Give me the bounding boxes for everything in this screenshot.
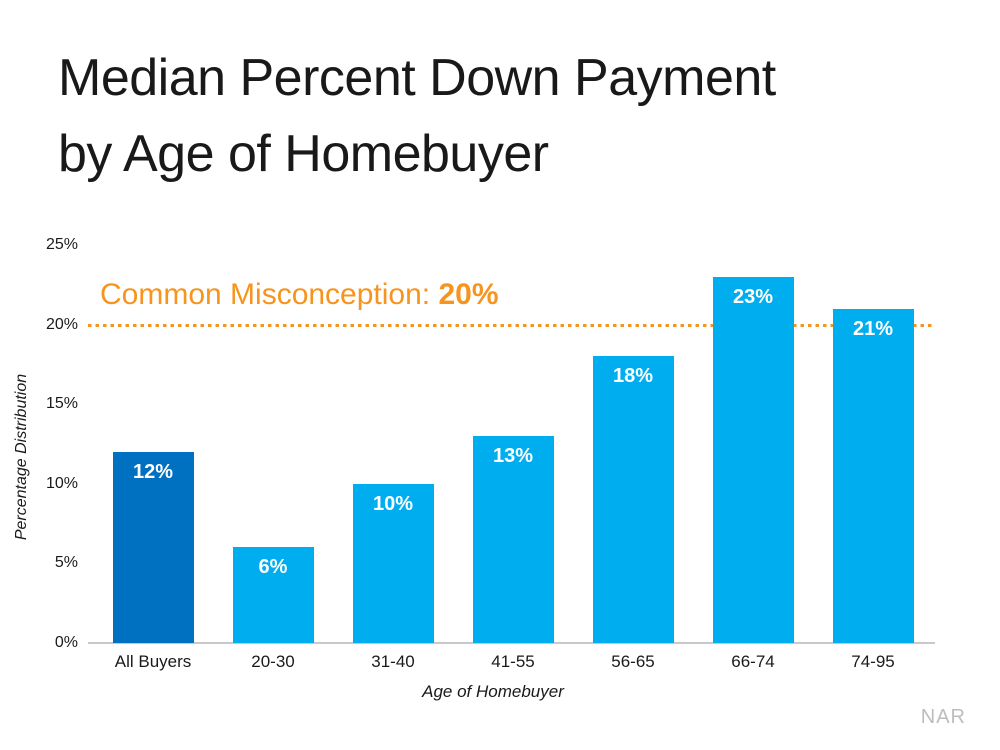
- bar-value-label: 6%: [258, 556, 288, 579]
- x-tick-label: 66-74: [731, 652, 775, 671]
- y-tick-label: 25%: [45, 236, 78, 253]
- page-title-line-1: Median Percent Down Payment: [58, 49, 776, 107]
- x-tick-label: All Buyers: [114, 652, 192, 671]
- x-tick-label: 56-65: [611, 652, 655, 671]
- bar-31-40: 10%: [352, 483, 434, 643]
- bar-value-label: 23%: [732, 285, 774, 308]
- bar-74-95: 21%: [832, 308, 914, 643]
- bar-value-label: 12%: [132, 460, 174, 483]
- y-tick-label: 15%: [45, 395, 78, 413]
- annotation-value: 20%: [438, 278, 499, 311]
- reference-line-annotation: Common Misconception: 20%: [100, 278, 499, 312]
- bar-41-55: 13%: [472, 436, 554, 643]
- bar-value-label: 10%: [372, 492, 414, 515]
- bar-20-30: 6%: [232, 547, 314, 643]
- x-axis-line: [88, 642, 935, 644]
- bar-value-label: 21%: [852, 317, 894, 340]
- annotation-prefix: Common Misconception:: [100, 278, 439, 311]
- y-tick-label: 10%: [45, 474, 78, 492]
- y-tick-label: 0%: [54, 634, 78, 651]
- x-tick-label: 31-40: [371, 652, 415, 671]
- source-attribution: NAR: [920, 706, 966, 728]
- bar-value-label: 18%: [612, 365, 654, 388]
- bar-value-label: 13%: [492, 445, 534, 468]
- bar-56-65: 18%: [592, 356, 674, 643]
- x-tick-label: 20-30: [251, 652, 295, 671]
- x-tick-label: 74-95: [851, 652, 895, 671]
- bar-all-buyers: 12%: [112, 451, 194, 643]
- y-tick-label: 5%: [54, 554, 78, 572]
- reference-dotted-line: [88, 323, 935, 327]
- y-tick-label: 20%: [45, 315, 78, 333]
- bar-66-74: 23%: [712, 276, 794, 643]
- page-title: Median Percent Down Payment by Age of Ho…: [58, 40, 776, 192]
- x-axis-title: Age of Homebuyer: [422, 682, 564, 701]
- x-tick-label: 41-55: [491, 652, 535, 671]
- page-title-line-2: by Age of Homebuyer: [58, 125, 549, 183]
